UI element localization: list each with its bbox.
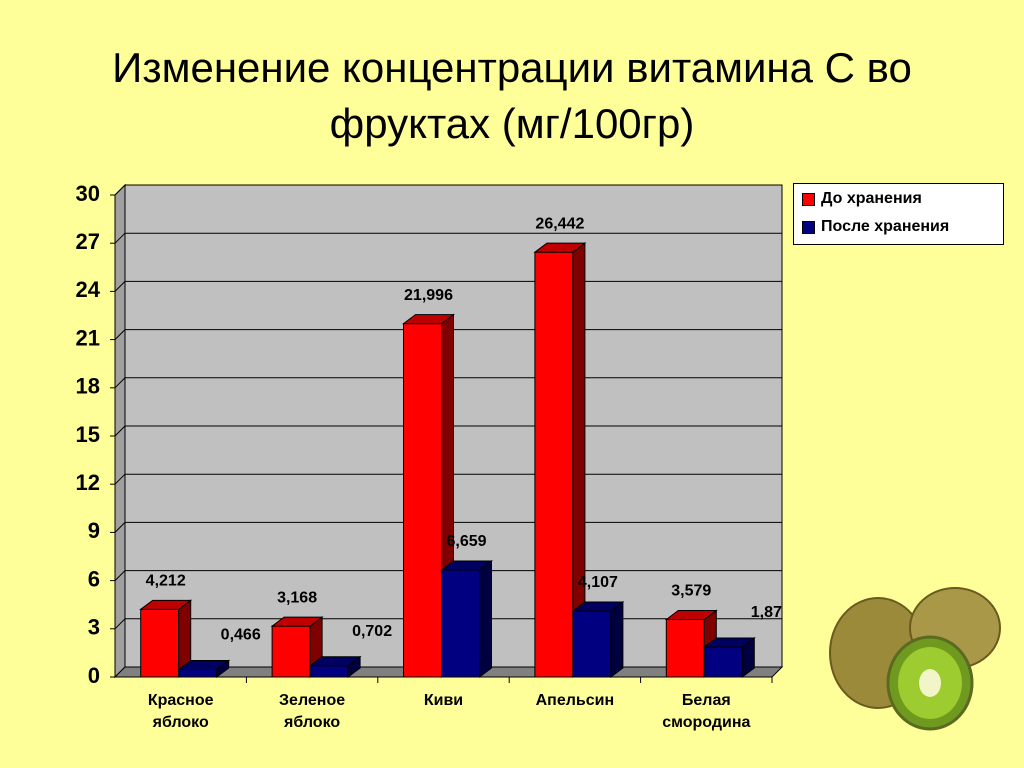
legend-item: До хранения <box>802 190 922 208</box>
legend-label: До хранения <box>821 190 922 207</box>
bar-front <box>140 608 180 678</box>
bar <box>402 313 455 678</box>
x-tick-label: Апельсин <box>535 692 615 709</box>
bar-front <box>665 618 705 678</box>
bar-front <box>703 646 743 678</box>
bar <box>139 599 193 678</box>
bar <box>702 636 756 678</box>
bar-top <box>571 601 625 612</box>
bar-front <box>403 323 442 678</box>
value-label: 6,659 <box>446 533 486 550</box>
y-tick-label: 15 <box>76 422 100 447</box>
bar-top <box>139 599 193 610</box>
bar-top <box>177 660 231 671</box>
bar <box>177 659 231 678</box>
legend-item: После хранения <box>802 218 949 236</box>
bar-top <box>308 656 362 667</box>
bar-front <box>572 610 612 678</box>
value-label: 0,702 <box>352 623 392 640</box>
bar-front <box>178 669 218 678</box>
y-tick-label: 12 <box>76 470 100 495</box>
y-tick-label: 0 <box>88 663 100 688</box>
y-tick-label: 18 <box>76 374 100 399</box>
chart-title: Изменение концентрации витамина С во фру… <box>112 44 912 147</box>
value-label: 0,466 <box>221 627 261 644</box>
y-tick-label: 21 <box>76 325 100 350</box>
bar <box>308 655 362 678</box>
bar <box>440 560 493 678</box>
bar-front <box>441 569 480 678</box>
x-tick-label: Зеленое яблоко <box>279 692 346 731</box>
grid-line <box>114 232 782 244</box>
legend-label: После хранения <box>821 218 950 235</box>
value-label: 26,442 <box>535 215 584 232</box>
bar <box>270 616 324 678</box>
bar <box>571 601 625 678</box>
x-tick-label: Красное яблоко <box>147 692 214 731</box>
grid-line <box>114 184 782 196</box>
kiwi-picture <box>829 587 1001 731</box>
bar-front <box>534 251 574 678</box>
y-tick-label: 27 <box>76 229 100 254</box>
bar-side <box>479 560 492 678</box>
legend: До хранения После хранения <box>793 183 1004 245</box>
bar-front <box>309 665 349 678</box>
legend-swatch <box>802 220 815 234</box>
bar-top <box>402 314 455 325</box>
value-label: 3,579 <box>671 583 711 600</box>
bar-top <box>533 242 587 253</box>
value-label: 1,87 <box>751 604 782 621</box>
y-tick-label: 9 <box>88 518 100 543</box>
value-label: 4,107 <box>578 574 618 591</box>
bar-side <box>610 601 624 678</box>
bar-top <box>440 560 493 571</box>
value-label: 21,996 <box>404 287 453 304</box>
x-tick-label: Киви <box>423 692 464 709</box>
y-tick-label: 30 <box>76 181 100 206</box>
y-tick-label: 24 <box>76 277 101 302</box>
bar-front <box>271 625 311 678</box>
bar-top <box>270 616 324 627</box>
bar-top <box>702 637 756 648</box>
value-label: 3,168 <box>277 589 317 606</box>
x-tick-label: Белая смородина <box>662 692 751 731</box>
bar <box>533 242 587 678</box>
y-tick-label: 3 <box>88 615 100 640</box>
bar-top <box>664 609 718 620</box>
y-tick-label: 6 <box>88 566 100 591</box>
legend-swatch <box>802 192 815 206</box>
value-label: 4,212 <box>146 573 186 590</box>
